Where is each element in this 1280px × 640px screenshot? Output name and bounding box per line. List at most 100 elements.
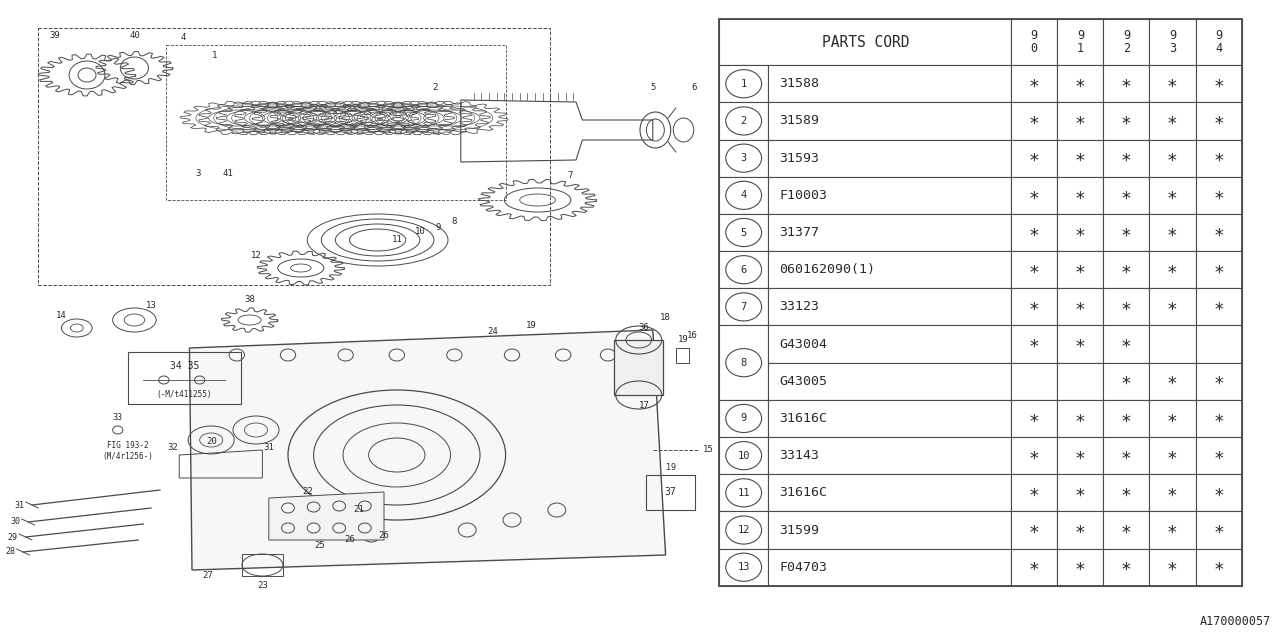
Text: 13: 13 [737,562,750,572]
Bar [1149,326,1196,363]
Bar [1196,19,1242,65]
Bar [1011,474,1057,511]
Bar [1057,511,1103,548]
Text: ∗: ∗ [1167,558,1178,576]
Text: ∗: ∗ [1121,260,1132,278]
Bar [1057,548,1103,586]
Text: 25: 25 [315,541,325,550]
Text: ∗: ∗ [1029,260,1039,278]
Text: 26: 26 [344,536,355,545]
Bar [1196,548,1242,586]
Text: ∗: ∗ [1213,372,1224,390]
Text: 34 35: 34 35 [170,361,198,371]
Text: 12: 12 [251,250,261,259]
Bar [1149,437,1196,474]
Bar [1011,65,1057,102]
Bar [1149,214,1196,251]
Text: 31616C: 31616C [780,412,828,425]
Text: 26: 26 [379,531,389,541]
Bar [1149,400,1196,437]
Bar [768,400,1011,437]
Circle shape [726,255,762,284]
Text: ∗: ∗ [1029,149,1039,167]
Text: 21: 21 [353,506,364,515]
Polygon shape [189,330,666,570]
Bar [1057,363,1103,400]
Text: 38: 38 [244,296,255,305]
Text: ∗: ∗ [1029,447,1039,465]
Circle shape [726,293,762,321]
Text: ∗: ∗ [1213,186,1224,204]
Bar [1149,548,1196,586]
Text: 31616C: 31616C [780,486,828,499]
Bar [1011,326,1057,363]
Bar [719,140,768,177]
Bar [1103,474,1149,511]
Text: ∗: ∗ [1029,335,1039,353]
Text: FIG 193-2: FIG 193-2 [108,440,148,449]
Text: ∗: ∗ [1167,410,1178,428]
Text: F10003: F10003 [780,189,828,202]
Text: 060162090(1): 060162090(1) [780,263,876,276]
Text: G43004: G43004 [780,337,828,351]
Bar [676,348,689,363]
Text: 10: 10 [737,451,750,461]
Text: 9
3: 9 3 [1169,29,1176,55]
Bar [1103,400,1149,437]
Bar [768,548,1011,586]
Text: ∗: ∗ [1167,298,1178,316]
Bar [1196,177,1242,214]
Text: 4: 4 [741,190,746,200]
Text: 31: 31 [264,444,274,452]
Text: ∗: ∗ [1075,298,1085,316]
Text: ∗: ∗ [1213,112,1224,130]
Circle shape [726,404,762,433]
Bar [1011,19,1057,65]
Text: 9
2: 9 2 [1123,29,1130,55]
Text: ∗: ∗ [1029,521,1039,539]
Bar [768,288,1011,326]
Bar [768,65,1011,102]
Text: ∗: ∗ [1029,75,1039,93]
Text: ∗: ∗ [1167,521,1178,539]
Text: 1: 1 [741,79,746,89]
Bar [1103,102,1149,140]
Text: ∗: ∗ [1029,410,1039,428]
Text: ∗: ∗ [1029,558,1039,576]
Text: 29: 29 [8,532,18,541]
Bar [1149,177,1196,214]
Bar [1149,474,1196,511]
Text: ∗: ∗ [1167,112,1178,130]
Text: ∗: ∗ [1121,112,1132,130]
Bar [768,251,1011,288]
Text: ∗: ∗ [1121,558,1132,576]
Text: ∗: ∗ [1167,484,1178,502]
Text: 22: 22 [302,488,312,497]
Text: 9: 9 [435,223,440,232]
Circle shape [726,107,762,135]
Bar [1103,65,1149,102]
Text: 40: 40 [129,31,140,40]
Text: ∗: ∗ [1213,410,1224,428]
Text: ∗: ∗ [1213,260,1224,278]
Text: 11: 11 [392,234,402,243]
Bar [1149,511,1196,548]
Bar [1149,65,1196,102]
Bar [719,251,768,288]
Bar [1149,363,1196,400]
Bar [1103,326,1149,363]
Bar [1196,474,1242,511]
Text: 3: 3 [196,168,201,177]
Circle shape [726,218,762,246]
Text: 18: 18 [660,314,671,323]
Text: ∗: ∗ [1075,484,1085,502]
Bar [719,214,768,251]
Text: ∗: ∗ [1121,75,1132,93]
Bar [1103,177,1149,214]
Bar [719,102,768,140]
Bar [1011,400,1057,437]
Text: 7: 7 [567,170,572,179]
Bar [646,475,695,510]
Circle shape [726,479,762,507]
Bar [1103,251,1149,288]
